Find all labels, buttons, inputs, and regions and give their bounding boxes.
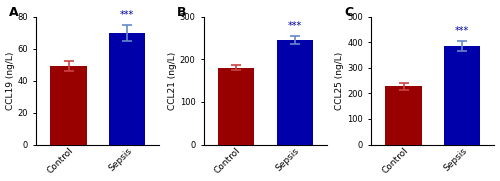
Bar: [444, 46, 480, 145]
Text: ***: ***: [455, 26, 469, 36]
Bar: [218, 68, 254, 145]
Y-axis label: CCL19 (ng/L): CCL19 (ng/L): [6, 51, 15, 110]
Bar: [109, 33, 146, 145]
Bar: [386, 86, 422, 145]
Text: C: C: [344, 7, 354, 20]
Bar: [276, 40, 313, 145]
Text: B: B: [176, 7, 186, 20]
Text: ***: ***: [120, 10, 134, 20]
Y-axis label: CCL21 (ng/L): CCL21 (ng/L): [168, 52, 177, 110]
Text: ***: ***: [288, 21, 302, 31]
Y-axis label: CCL25 (ng/L): CCL25 (ng/L): [336, 52, 344, 110]
Text: A: A: [9, 7, 19, 20]
Bar: [50, 66, 86, 145]
